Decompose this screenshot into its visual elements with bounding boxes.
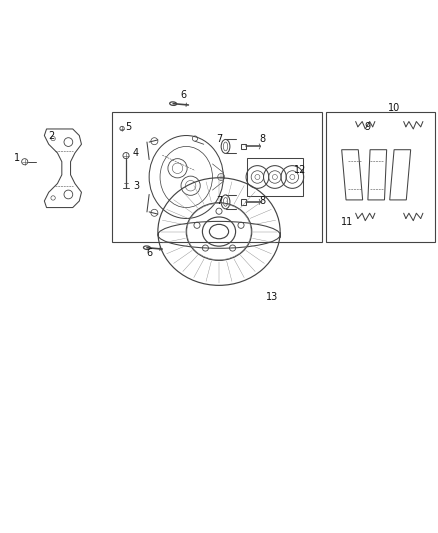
Text: 7: 7 [216,196,222,206]
Text: 9: 9 [364,122,371,132]
Text: 4: 4 [133,148,139,158]
Text: 7: 7 [216,134,222,144]
Bar [112,111,321,243]
Text: 6: 6 [180,90,186,100]
Text: 2: 2 [48,131,54,141]
Text: 8: 8 [260,134,266,144]
Text: 1: 1 [14,153,20,163]
Text: 13: 13 [266,292,279,302]
Bar [241,144,246,149]
Text: 12: 12 [293,165,306,175]
Text: 3: 3 [133,181,139,191]
Bar [326,111,435,243]
Text: 11: 11 [341,217,353,227]
Text: 6: 6 [146,248,152,259]
Bar [247,158,303,196]
Text: 5: 5 [125,122,131,132]
Text: 8: 8 [260,196,266,206]
Text: 10: 10 [388,103,400,114]
Bar [241,199,246,205]
